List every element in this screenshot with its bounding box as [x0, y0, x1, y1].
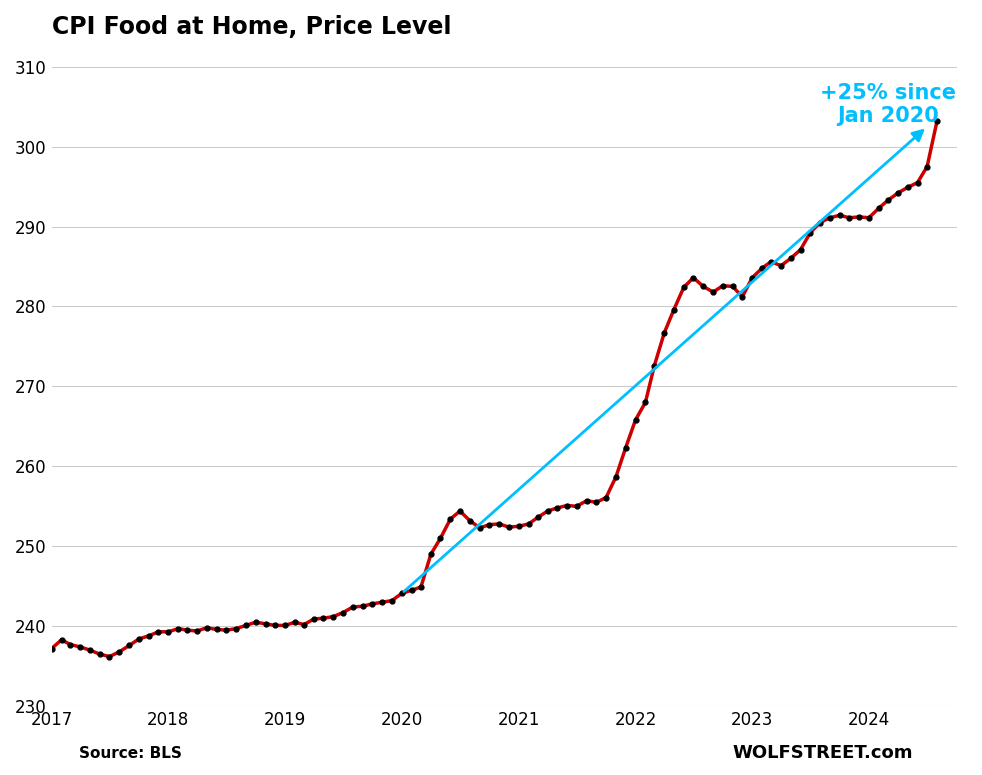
Text: WOLFSTREET.com: WOLFSTREET.com — [733, 744, 913, 762]
Text: CPI Food at Home, Price Level: CPI Food at Home, Price Level — [52, 15, 451, 39]
Text: +25% since
Jan 2020: +25% since Jan 2020 — [820, 83, 956, 126]
Text: Source: BLS: Source: BLS — [79, 746, 182, 761]
